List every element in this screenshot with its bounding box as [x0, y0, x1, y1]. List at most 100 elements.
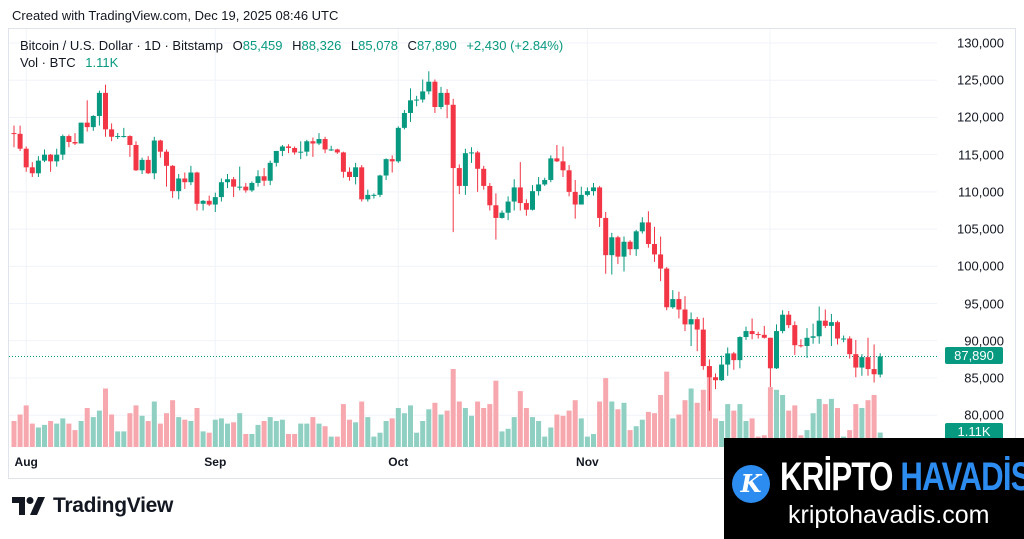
candle[interactable] — [60, 134, 66, 160]
candle[interactable] — [72, 133, 78, 145]
candle[interactable] — [706, 359, 712, 411]
candle[interactable] — [273, 150, 279, 167]
candle[interactable] — [835, 320, 840, 345]
candle[interactable] — [133, 141, 139, 172]
candle[interactable] — [548, 155, 554, 183]
candle[interactable] — [170, 165, 176, 198]
candle[interactable] — [700, 317, 706, 370]
candle[interactable] — [865, 337, 871, 376]
candle[interactable] — [828, 313, 834, 346]
candle[interactable] — [206, 195, 212, 207]
candle[interactable] — [164, 149, 169, 187]
candle[interactable] — [432, 79, 438, 113]
candle[interactable] — [414, 95, 420, 107]
candle[interactable] — [401, 109, 407, 130]
candle[interactable] — [694, 316, 700, 352]
candle[interactable] — [249, 181, 255, 192]
candle[interactable] — [475, 150, 481, 192]
candle[interactable] — [90, 115, 96, 131]
candle[interactable] — [316, 133, 322, 145]
candle[interactable] — [627, 240, 633, 256]
candle[interactable] — [530, 185, 535, 211]
candle[interactable] — [645, 211, 651, 248]
tradingview-logo[interactable]: TradingView — [12, 494, 173, 518]
candle[interactable] — [145, 156, 151, 175]
candle[interactable] — [859, 354, 865, 376]
candle[interactable] — [48, 153, 54, 172]
candle[interactable] — [188, 165, 194, 186]
candle[interactable] — [591, 182, 596, 196]
candle[interactable] — [347, 167, 352, 181]
candle[interactable] — [688, 312, 694, 346]
candle[interactable] — [749, 318, 755, 340]
candle[interactable] — [218, 178, 224, 202]
candle[interactable] — [615, 235, 621, 265]
candle[interactable] — [23, 146, 29, 172]
candle[interactable] — [597, 185, 603, 227]
candle[interactable] — [639, 217, 645, 234]
candle[interactable] — [774, 324, 779, 370]
candle[interactable] — [621, 236, 627, 272]
candle[interactable] — [847, 336, 853, 359]
candle[interactable] — [54, 148, 60, 167]
candle[interactable] — [523, 199, 529, 216]
candle[interactable] — [804, 328, 810, 358]
candle[interactable] — [511, 179, 517, 211]
candle[interactable] — [462, 148, 468, 195]
candle[interactable] — [444, 89, 450, 119]
candle[interactable] — [176, 174, 182, 200]
candle[interactable] — [231, 176, 237, 198]
candle[interactable] — [761, 325, 767, 339]
candle[interactable] — [371, 193, 377, 199]
candle[interactable] — [816, 306, 822, 344]
candle[interactable] — [212, 192, 218, 212]
candle[interactable] — [78, 122, 84, 144]
candle[interactable] — [322, 136, 328, 154]
candle[interactable] — [664, 267, 670, 311]
candle[interactable] — [572, 179, 578, 219]
candle[interactable] — [578, 186, 584, 205]
candle[interactable] — [725, 347, 731, 376]
candle[interactable] — [755, 331, 761, 339]
candle[interactable] — [743, 326, 749, 341]
candle[interactable] — [377, 174, 383, 198]
candle[interactable] — [96, 90, 102, 126]
candle[interactable] — [810, 323, 816, 344]
candle[interactable] — [237, 166, 243, 191]
candle[interactable] — [731, 351, 737, 370]
candle[interactable] — [658, 236, 664, 282]
candle[interactable] — [487, 182, 493, 211]
candle[interactable] — [182, 172, 188, 189]
candle[interactable] — [767, 337, 773, 387]
candle[interactable] — [719, 355, 725, 381]
candle[interactable] — [566, 165, 572, 197]
candle[interactable] — [298, 141, 304, 160]
candle[interactable] — [225, 174, 230, 189]
candle[interactable] — [871, 344, 877, 383]
candle[interactable] — [676, 291, 682, 319]
candle[interactable] — [109, 123, 115, 142]
candle[interactable] — [340, 151, 346, 178]
candle[interactable] — [505, 196, 511, 221]
candle[interactable] — [456, 164, 462, 195]
candle[interactable] — [493, 193, 499, 240]
candle[interactable] — [328, 145, 334, 151]
candle[interactable] — [310, 137, 316, 157]
candle[interactable] — [383, 158, 389, 180]
candle[interactable] — [682, 296, 688, 332]
candle[interactable] — [517, 162, 523, 211]
symbol-title[interactable]: Bitcoin / U.S. Dollar · 1D · Bitstamp — [20, 38, 223, 53]
candle[interactable] — [279, 144, 285, 157]
candle[interactable] — [157, 139, 163, 158]
candle[interactable] — [292, 146, 298, 155]
candle[interactable] — [554, 144, 560, 163]
candle[interactable] — [389, 155, 395, 173]
candle[interactable] — [29, 162, 35, 177]
candle[interactable] — [304, 139, 310, 157]
candle[interactable] — [822, 309, 828, 329]
candle[interactable] — [261, 168, 267, 186]
candle[interactable] — [584, 187, 590, 197]
candle[interactable] — [481, 165, 487, 190]
candle[interactable] — [426, 71, 432, 95]
candle[interactable] — [42, 149, 47, 163]
